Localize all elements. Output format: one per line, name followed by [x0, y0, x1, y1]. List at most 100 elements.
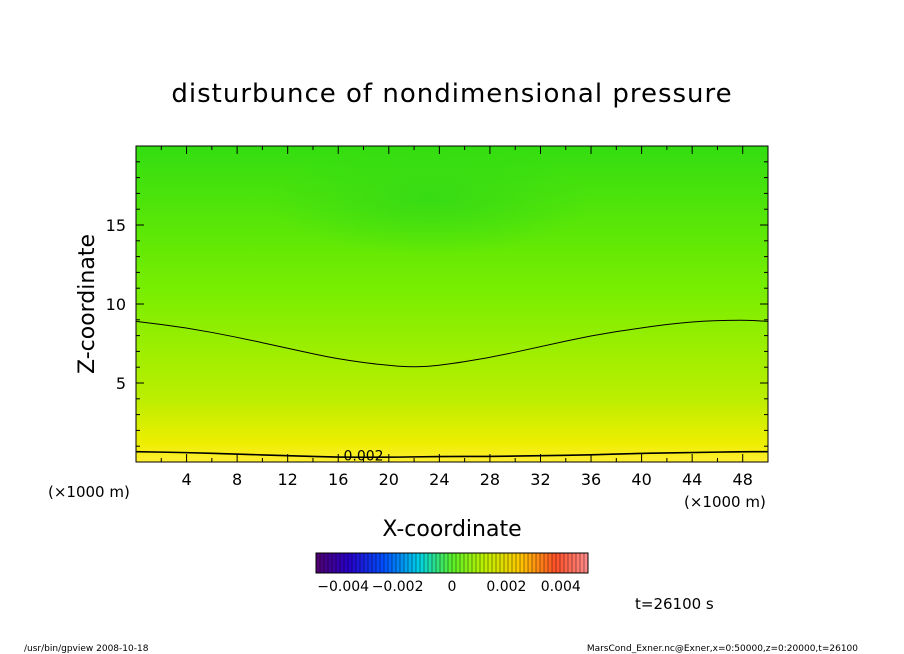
colorbar-cell — [572, 553, 577, 573]
colorbar-cell — [420, 553, 425, 573]
colorbar-cell — [468, 553, 473, 573]
colorbar-cell — [364, 553, 369, 573]
colorbar-cell — [516, 553, 521, 573]
colorbar-cell — [540, 553, 545, 573]
colorbar-cell — [464, 553, 469, 573]
colorbar-cell — [492, 553, 497, 573]
x-tick-label: 8 — [232, 470, 242, 489]
colorbar-tick-label: −0.002 — [372, 579, 424, 595]
colorbar-cell — [404, 553, 409, 573]
colorbar-cell — [504, 553, 509, 573]
x-tick-label: 36 — [581, 470, 601, 489]
x-tick-label: 44 — [682, 470, 702, 489]
colorbar-cell — [568, 553, 573, 573]
colorbar-cell — [372, 553, 377, 573]
y-tick-labels: 5 10 15 — [106, 216, 126, 393]
colorbar-cell — [340, 553, 345, 573]
colorbar-cell — [556, 553, 561, 573]
colorbar-cell — [484, 553, 489, 573]
colorbar-cell — [432, 553, 437, 573]
chart-title: disturbunce of nondimensional pressure — [171, 79, 732, 109]
colorbar-cell — [424, 553, 429, 573]
colorbar-cell — [452, 553, 457, 573]
colorbar-cell — [348, 553, 353, 573]
colorbar-cell — [580, 553, 585, 573]
contour-label: 0.002 — [343, 448, 383, 464]
footer-right: MarsCond_Exner.nc@Exner,x=0:50000,z=0:20… — [587, 644, 858, 654]
time-label: t=26100 s — [635, 595, 714, 613]
x-tick-label: 24 — [429, 470, 449, 489]
colorbar-cell — [440, 553, 445, 573]
colorbar-cell — [456, 553, 461, 573]
colorbar — [315, 552, 589, 574]
y-axis-label: Z-coordinate — [75, 234, 100, 374]
x-tick-labels: 4 8 12 16 20 24 28 32 36 40 44 48 — [181, 470, 752, 489]
colorbar-cell — [500, 553, 505, 573]
colorbar-cell — [392, 553, 397, 573]
colorbar-tick-label: 0.002 — [486, 579, 526, 595]
colorbar-cell — [584, 553, 589, 573]
plot-area: 0.002 — [136, 146, 768, 464]
colorbar-cell — [416, 553, 421, 573]
x-axis-label: X-coordinate — [382, 517, 521, 542]
colorbar-cell — [396, 553, 401, 573]
x-tick-label: 48 — [733, 470, 753, 489]
colorbar-cell — [496, 553, 501, 573]
colorbar-cell — [560, 553, 565, 573]
colorbar-cell — [544, 553, 549, 573]
colorbar-cell — [380, 553, 385, 573]
colorbar-cell — [324, 553, 329, 573]
colorbar-cell — [400, 553, 405, 573]
x-unit-right: (×1000 m) — [684, 493, 766, 511]
colorbar-tick-label: −0.004 — [317, 579, 369, 595]
colorbar-cell — [512, 553, 517, 573]
colorbar-cell — [576, 553, 581, 573]
colorbar-cell — [448, 553, 453, 573]
heatmap-highlight — [270, 146, 590, 255]
colorbar-cell — [388, 553, 393, 573]
colorbar-cell — [336, 553, 341, 573]
colorbar-cell — [476, 553, 481, 573]
colorbar-cell — [444, 553, 449, 573]
colorbar-tick-label: 0 — [448, 579, 457, 595]
colorbar-cell — [320, 553, 325, 573]
colorbar-frame — [315, 552, 589, 574]
colorbar-cell — [472, 553, 477, 573]
footer-left: /usr/bin/gpview 2008-10-18 — [24, 644, 149, 654]
colorbar-cell — [384, 553, 389, 573]
colorbar-cell — [316, 553, 321, 573]
colorbar-cell — [428, 553, 433, 573]
y-tick-label: 5 — [116, 374, 126, 393]
colorbar-cell — [352, 553, 357, 573]
colorbar-cell — [488, 553, 493, 573]
x-tick-label: 16 — [328, 470, 348, 489]
x-tick-label: 12 — [278, 470, 298, 489]
x-tick-label: 28 — [480, 470, 500, 489]
y-tick-label: 15 — [106, 216, 126, 235]
x-tick-label: 32 — [530, 470, 550, 489]
colorbar-cell — [344, 553, 349, 573]
colorbar-cell — [332, 553, 337, 573]
x-unit-left: (×1000 m) — [48, 483, 130, 501]
contour-line-1 — [136, 319, 768, 368]
x-tick-label: 4 — [181, 470, 191, 489]
colorbar-cell — [376, 553, 381, 573]
colorbar-cell — [520, 553, 525, 573]
colorbar-cell — [524, 553, 529, 573]
x-tick-label: 20 — [379, 470, 399, 489]
x-tick-label: 40 — [631, 470, 651, 489]
colorbar-cell — [508, 553, 513, 573]
colorbar-cell — [564, 553, 569, 573]
colorbar-cell — [552, 553, 557, 573]
colorbar-cell — [356, 553, 361, 573]
colorbar-cell — [460, 553, 465, 573]
colorbar-labels: −0.004 −0.002 0 0.002 0.004 — [317, 579, 581, 595]
colorbar-cell — [360, 553, 365, 573]
colorbar-cell — [408, 553, 413, 573]
contour-layer: 0.002 — [136, 319, 768, 464]
y-tick-label: 10 — [106, 295, 126, 314]
colorbar-cell — [532, 553, 537, 573]
colorbar-cell — [436, 553, 441, 573]
colorbar-cell — [412, 553, 417, 573]
